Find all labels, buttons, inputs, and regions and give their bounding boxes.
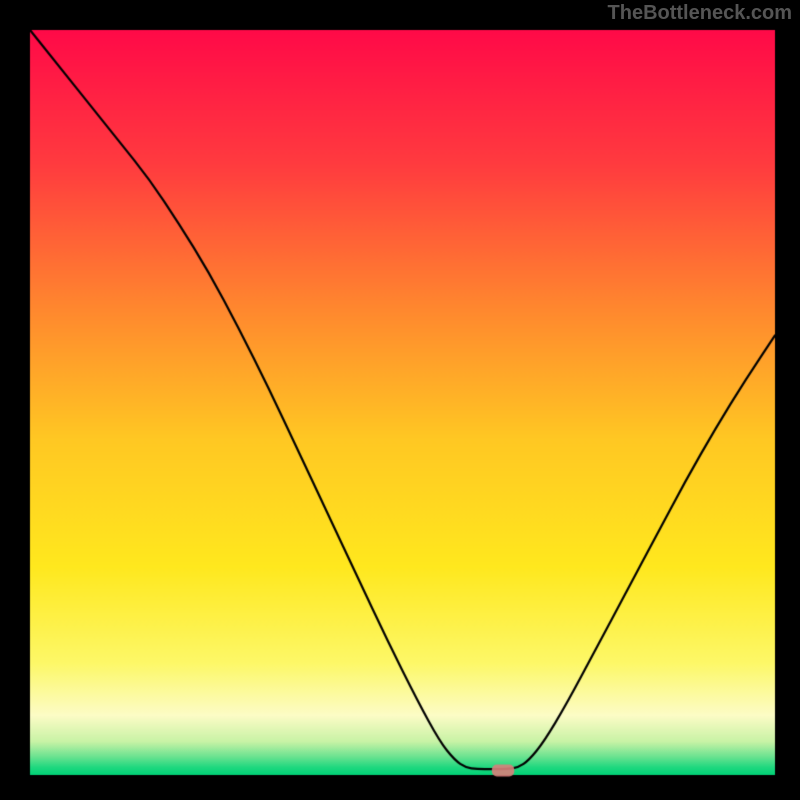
- bottleneck-chart-canvas: [0, 0, 800, 800]
- chart-container: TheBottleneck.com: [0, 0, 800, 800]
- watermark-label: TheBottleneck.com: [608, 2, 792, 25]
